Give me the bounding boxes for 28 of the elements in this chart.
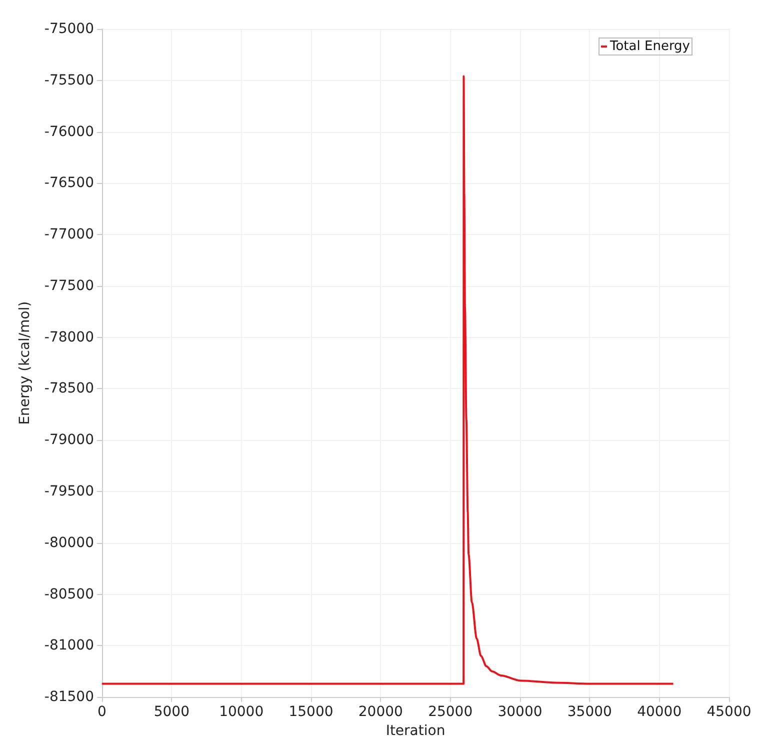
y-tick-label: -78500 — [44, 380, 94, 397]
x-tick-label: 45000 — [706, 704, 752, 720]
y-tick-label: -79000 — [44, 432, 94, 448]
y-tick-label: -80000 — [44, 534, 94, 551]
y-tick-label: -81500 — [44, 689, 94, 706]
y-tick-label: -77000 — [44, 226, 94, 243]
x-tick-label: 40000 — [637, 704, 682, 720]
y-tick-label: -76500 — [44, 175, 94, 192]
y-tick-label: -80500 — [44, 586, 94, 602]
x-tick-label: 35000 — [567, 704, 612, 720]
legend-label: Total Energy — [608, 39, 690, 54]
y-tick-label: -79500 — [44, 484, 94, 500]
x-tick-label: 10000 — [219, 704, 264, 720]
y-tick-label: -75500 — [44, 72, 94, 88]
x-tick-label: 5000 — [154, 704, 190, 720]
y-tick-label: -78000 — [44, 329, 94, 346]
x-axis-title: Iteration — [386, 723, 446, 739]
line-series — [101, 75, 674, 685]
y-axis-title: Energy (kcal/mol) — [17, 301, 33, 425]
y-tick-label: -75000 — [44, 21, 94, 37]
x-tick-label: 0 — [98, 704, 106, 720]
x-tick-label: 25000 — [428, 704, 473, 720]
y-tick-label: -76000 — [44, 124, 94, 140]
y-tick-label: -77500 — [44, 278, 94, 294]
x-tick-label: 15000 — [288, 704, 334, 720]
x-tick-label: 30000 — [498, 704, 542, 720]
y-tick-label: -81000 — [44, 638, 94, 654]
x-tick-label: 20000 — [358, 704, 403, 720]
